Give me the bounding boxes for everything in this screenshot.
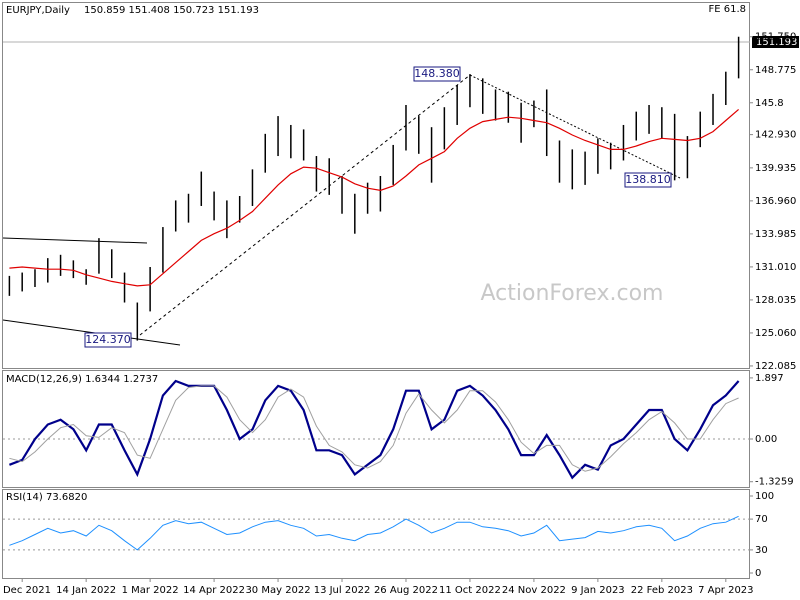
y-tick-label: 0 bbox=[755, 568, 761, 579]
y-tick-label: 148.775 bbox=[755, 65, 796, 76]
trend-line bbox=[469, 74, 681, 179]
y-tick-label: 122.085 bbox=[755, 361, 796, 372]
x-tick-label: 14 Jan 2022 bbox=[56, 585, 116, 596]
indicator-line bbox=[9, 379, 740, 480]
rsi-panel bbox=[2, 489, 750, 579]
x-tick-label: 11 Oct 2022 bbox=[439, 585, 501, 596]
moving-average bbox=[9, 108, 739, 287]
price-annotation: 148.380 bbox=[414, 67, 460, 80]
y-tick-label: 136.960 bbox=[755, 196, 796, 207]
price-annotation-box bbox=[413, 66, 461, 82]
last-price: 151.193 bbox=[756, 37, 797, 48]
y-tick-label: 139.935 bbox=[755, 163, 796, 174]
indicator-line bbox=[9, 385, 739, 472]
x-tick-label: 1 Mar 2022 bbox=[122, 585, 179, 596]
price-annotation: 124.370 bbox=[85, 333, 131, 346]
macd-panel bbox=[2, 370, 750, 488]
trend-line bbox=[2, 237, 148, 244]
price-annotation-box bbox=[84, 332, 132, 348]
x-tick-label: 9 Jan 2023 bbox=[571, 585, 625, 596]
indicator-line bbox=[9, 515, 739, 551]
symbol: EURJPY,Daily bbox=[6, 5, 70, 16]
x-tick-label: 14 Apr 2022 bbox=[183, 585, 245, 596]
y-tick-label: 131.010 bbox=[755, 262, 796, 273]
price-annotation-box bbox=[624, 172, 672, 188]
watermark: ActionForex.com bbox=[481, 281, 664, 306]
y-tick-label: 133.985 bbox=[755, 229, 796, 240]
y-tick-label: 100 bbox=[755, 491, 774, 502]
y-tick-label: 1.897 bbox=[755, 373, 784, 384]
price-panel bbox=[2, 2, 750, 369]
y-tick-label: 0.00 bbox=[755, 434, 777, 445]
y-tick-label: 30 bbox=[755, 545, 768, 556]
x-tick-label: 24 Nov 2022 bbox=[502, 585, 566, 596]
x-tick-label: 26 Aug 2022 bbox=[374, 585, 438, 596]
y-tick-label: 125.060 bbox=[755, 328, 796, 339]
y-tick-label: 70 bbox=[755, 514, 768, 525]
rsi-title: RSI(14) 73.6820 bbox=[6, 492, 87, 503]
y-tick-label: 151.750 bbox=[755, 32, 796, 43]
trend-line bbox=[139, 74, 471, 336]
x-tick-label: 7 Apr 2023 bbox=[698, 585, 753, 596]
macd-title: MACD(12,26,9) 1.6344 1.2737 bbox=[6, 374, 158, 385]
x-tick-label: 30 May 2022 bbox=[245, 585, 310, 596]
x-tick-label: 22 Feb 2023 bbox=[631, 585, 693, 596]
y-tick-label: 145.8 bbox=[755, 98, 784, 109]
y-tick-label: -1.3259 bbox=[755, 477, 794, 488]
x-tick-label: 1 Dec 2021 bbox=[0, 585, 51, 596]
price-annotation: 138.810 bbox=[625, 173, 671, 186]
y-tick-label: 128.035 bbox=[755, 295, 796, 306]
x-tick-label: 13 Jul 2022 bbox=[314, 585, 371, 596]
ohlc-values: 150.859 151.408 150.723 151.193 bbox=[84, 5, 259, 16]
last-price-box bbox=[752, 36, 799, 48]
y-tick-label: 142.930 bbox=[755, 130, 796, 141]
fib-label: FE 61.8 bbox=[708, 4, 746, 15]
